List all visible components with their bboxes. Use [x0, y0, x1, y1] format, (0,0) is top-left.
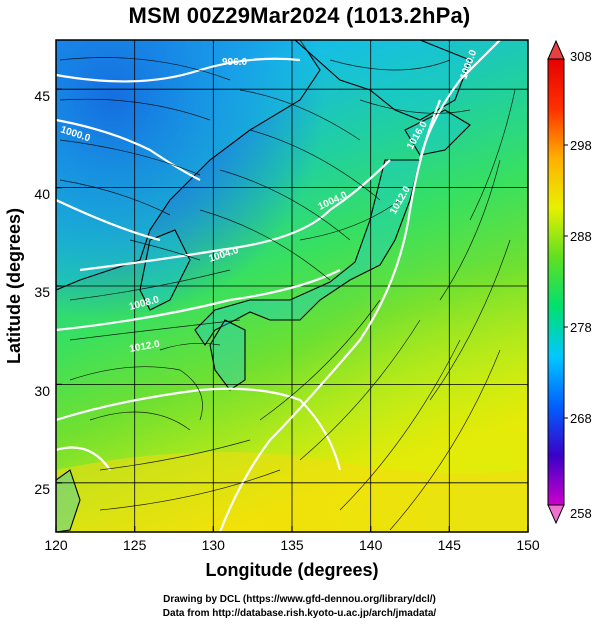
wind-streamlines [59, 57, 516, 531]
x-tick-label: 120 [44, 537, 68, 553]
y-tick-label: 30 [34, 383, 50, 399]
x-tick-label: 135 [280, 537, 304, 553]
colorbar-scale [547, 58, 565, 506]
colorbar-tick-label: 278 [570, 320, 592, 335]
credits-drawing: Drawing by DCL (https://www.gfd-dennou.o… [163, 594, 436, 605]
y-tick-label: 45 [34, 88, 50, 104]
graticule [56, 40, 528, 532]
isobar-label: 1012.0 [129, 339, 161, 355]
credits-data: Data from http://database.rish.kyoto-u.a… [162, 608, 437, 619]
x-tick-label: 140 [359, 537, 383, 553]
colorbar-tick-label: 288 [570, 229, 592, 244]
y-tick-label: 35 [34, 284, 50, 300]
colorbar-tick-label: 258 [570, 506, 592, 521]
colorbar-tick-label: 308 [570, 49, 592, 64]
tick-marks [55, 88, 529, 532]
isobar-label: 996.0 [222, 57, 247, 68]
y-tick-label: 40 [34, 186, 50, 202]
x-axis-label: Longitude (degrees) [205, 560, 378, 580]
y-tick-label: 25 [34, 481, 50, 497]
y-axis-label: Latitude (degrees) [4, 208, 24, 364]
map-title: MSM 00Z29Mar2024 (1013.2hPa) [128, 3, 471, 28]
temperature-field: 996.0 1000.0 1004.0 1008.0 1012.0 1012.0… [56, 40, 528, 532]
colorbar: 308 298 288 278 268 258 [547, 39, 592, 525]
colorbar-tick-label: 298 [570, 138, 592, 153]
colorbar-tick-label: 268 [570, 411, 592, 426]
x-tick-label: 130 [202, 537, 226, 553]
colorbar-max-arrow [547, 39, 565, 60]
colorbar-min-arrow [547, 504, 565, 525]
x-tick-label: 150 [516, 537, 540, 553]
x-tick-label: 145 [438, 537, 462, 553]
credits: Drawing by DCL (https://www.gfd-dennou.o… [0, 593, 599, 621]
x-tick-label: 125 [123, 537, 147, 553]
